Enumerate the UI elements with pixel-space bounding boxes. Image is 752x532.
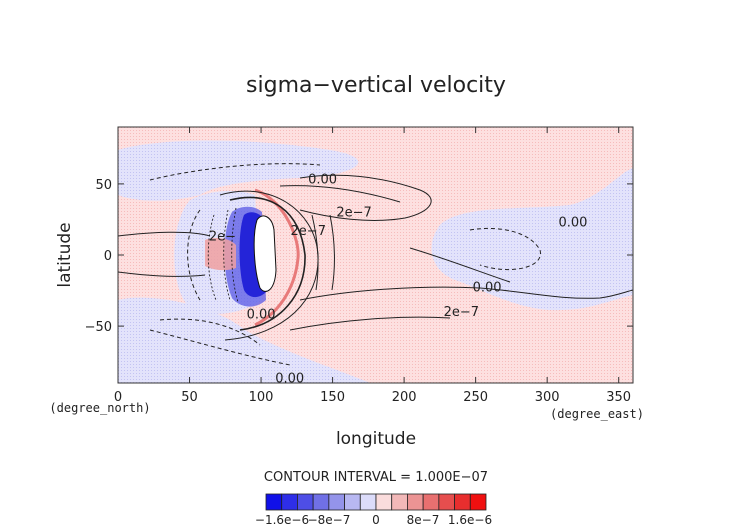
y-axis-label: latitude (55, 222, 75, 287)
colorbar-swatch (359, 493, 377, 511)
colorbar-tick-label: −1.6e−6 (255, 513, 309, 527)
colorbar-tick-label: 0 (372, 513, 380, 527)
x-tick-label: 300 (535, 390, 560, 405)
contour-label: 2e− (209, 230, 236, 245)
x-tick-label: 350 (606, 390, 631, 405)
contour-label: 2e−7 (444, 305, 479, 320)
negative-region-south (118, 297, 370, 383)
colorbar-swatch (391, 493, 408, 511)
x-tick-label: 0 (114, 390, 122, 405)
colorbar-ticks: −1.6e−6−8e−7 0 8e−7 1.6e−6 (255, 513, 492, 527)
colorbar-tick-label: −8e−7 (308, 513, 351, 527)
colorbar-swatch (265, 493, 283, 511)
contour-label: 0.00 (275, 372, 304, 387)
colorbar-swatch (375, 493, 393, 511)
y-axis: 50 0 −50 (85, 178, 633, 335)
colorbar-swatch (454, 493, 471, 511)
strong-positive-band (205, 237, 236, 271)
y-tick-label: 50 (95, 178, 112, 193)
contour-lines (118, 174, 633, 341)
y-tick-label: −50 (85, 320, 112, 335)
contour-label: 0.00 (247, 308, 276, 323)
x-tick-label: 250 (463, 390, 488, 405)
colorbar-swatch (422, 493, 440, 511)
dense-core-contours (207, 207, 239, 303)
y-unit-label: (degree_north) (49, 401, 150, 415)
colorbar (265, 493, 487, 511)
y-tick-label: 0 (104, 249, 112, 264)
colorbar-swatch (438, 493, 455, 511)
negative-region-east (431, 168, 633, 311)
colorbar-tick-label: 8e−7 (407, 513, 440, 527)
negative-contour-lines (149, 163, 541, 366)
chart-title: sigma−vertical velocity (246, 73, 506, 98)
colorbar-swatch (312, 493, 330, 511)
contour-interval-text: CONTOUR INTERVAL = 1.000E−07 (264, 470, 488, 485)
plot-area (118, 127, 633, 383)
colorbar-tick-label: 1.6e−6 (448, 513, 492, 527)
x-tick-label: 200 (392, 390, 417, 405)
x-axis-label: longitude (336, 429, 416, 449)
colorbar-swatch (407, 493, 424, 511)
colorbar-swatch (328, 493, 345, 511)
x-unit-label: (degree_east) (550, 407, 644, 421)
negative-region-north (118, 140, 359, 201)
contour-label: 0.00 (308, 173, 337, 188)
contour-label: 0.00 (558, 215, 587, 230)
colorbar-swatch (281, 493, 298, 511)
masked-region (253, 215, 277, 292)
x-tick-label: 50 (181, 390, 198, 405)
contour-label: 2e−7 (291, 224, 326, 239)
x-tick-label: 150 (320, 390, 345, 405)
x-axis: 0 50 100 150 200 250 300 350 (114, 127, 631, 405)
colorbar-swatch (469, 493, 487, 511)
x-tick-label: 100 (249, 390, 274, 405)
colorbar-swatch (297, 493, 314, 511)
contour-label: 2e−7 (336, 205, 371, 220)
colorbar-swatch (344, 493, 361, 511)
contour-label: 0.00 (473, 281, 502, 296)
